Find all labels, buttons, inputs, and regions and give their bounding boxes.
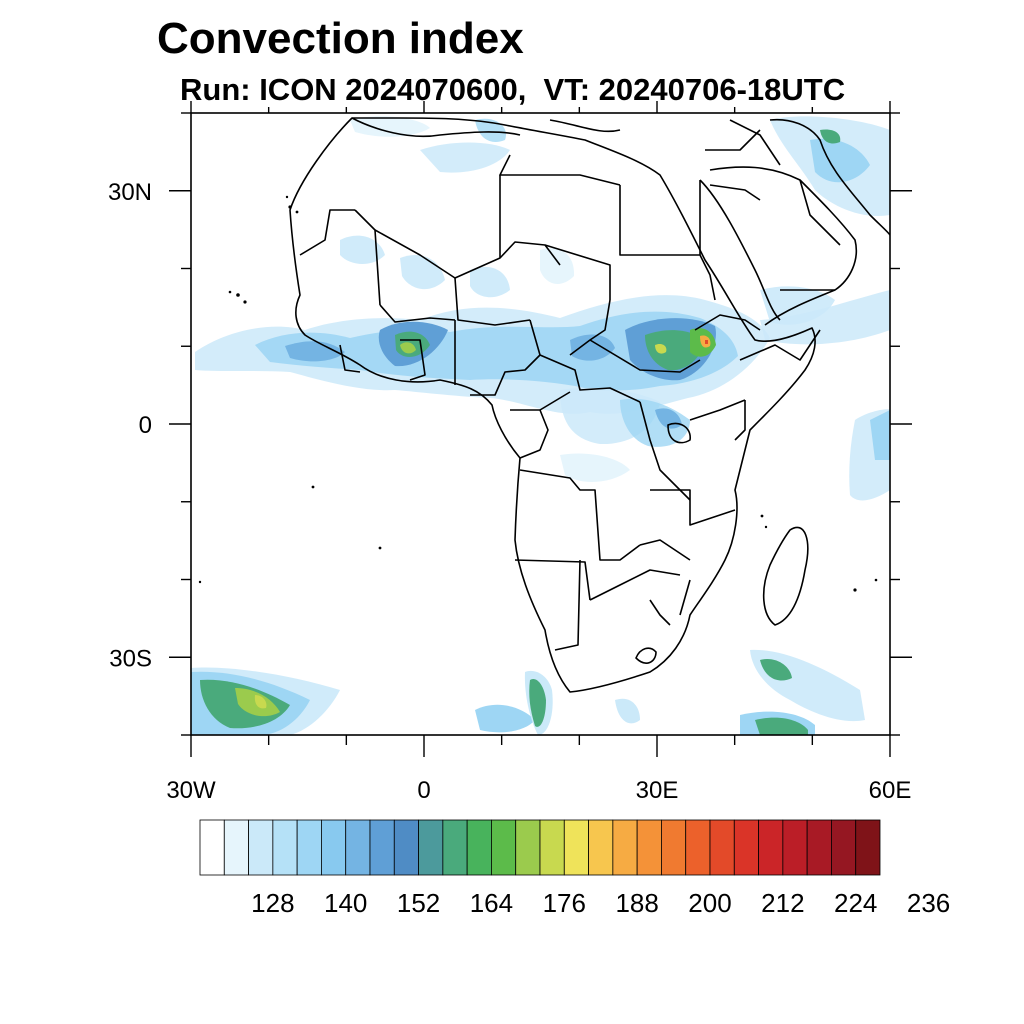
colorbar-swatch	[272, 819, 298, 876]
lon-tick-label: 30W	[166, 777, 216, 804]
colorbar: 128 140 152 164 176 188 200 212 224 236	[199, 819, 950, 918]
colorbar-swatch	[223, 819, 249, 876]
colorbar-swatch	[636, 819, 662, 876]
colorbar-swatch	[466, 819, 492, 876]
colorbar-swatch	[296, 819, 322, 876]
colorbar-tick-label: 140	[324, 888, 367, 918]
colorbar-tick-label: 224	[834, 888, 877, 918]
colorbar-swatch	[612, 819, 638, 876]
map-frame	[190, 112, 891, 736]
map-subtitle: Run: ICON 2024070600, VT: 20240706-18UTC	[180, 72, 846, 107]
colorbar-swatch	[588, 819, 614, 876]
island-dots	[198, 195, 878, 592]
colorbar-tick-label: 176	[543, 888, 586, 918]
country-boundaries	[289, 117, 890, 693]
colorbar-swatch	[806, 819, 832, 876]
colorbar-swatch	[321, 819, 347, 876]
lon-tick-label: 30E	[636, 777, 679, 804]
colorbar-swatch	[515, 819, 541, 876]
lon-tick-label: 0	[417, 777, 430, 804]
colorbar-swatch	[855, 819, 881, 876]
colorbar-tick-label: 164	[470, 888, 513, 918]
colorbar-swatch	[661, 819, 687, 876]
colorbar-tick-label: 152	[397, 888, 440, 918]
colorbar-tick-label: 188	[615, 888, 658, 918]
colorbar-swatch	[345, 819, 371, 876]
colorbar-tick-label: 128	[251, 888, 294, 918]
colorbar-swatch	[782, 819, 808, 876]
colorbar-tick-label: 200	[688, 888, 731, 918]
colorbar-swatch	[539, 819, 565, 876]
colorbar-swatch	[418, 819, 444, 876]
convection-field	[191, 116, 890, 735]
colorbar-swatch	[248, 819, 274, 876]
colorbar-swatch	[199, 819, 225, 876]
lat-tick-label: 30S	[109, 645, 152, 672]
colorbar-swatch	[831, 819, 857, 876]
colorbar-tick-label: 212	[761, 888, 804, 918]
colorbar-swatch	[758, 819, 784, 876]
colorbar-swatch	[369, 819, 395, 876]
lat-tick-label: 0	[139, 412, 152, 439]
colorbar-swatch	[393, 819, 419, 876]
colorbar-swatch	[442, 819, 468, 876]
colorbar-tick-label: 236	[907, 888, 950, 918]
lat-tick-label: 30N	[108, 179, 152, 206]
colorbar-swatch	[563, 819, 589, 876]
map-axes: 30W 0 30E 60E 30N 0 30S	[108, 101, 912, 804]
lon-tick-label: 60E	[869, 777, 912, 804]
colorbar-swatch	[491, 819, 517, 876]
map-title: Convection index	[157, 14, 524, 63]
colorbar-swatch	[685, 819, 711, 876]
colorbar-swatch	[709, 819, 735, 876]
colorbar-swatch	[733, 819, 759, 876]
